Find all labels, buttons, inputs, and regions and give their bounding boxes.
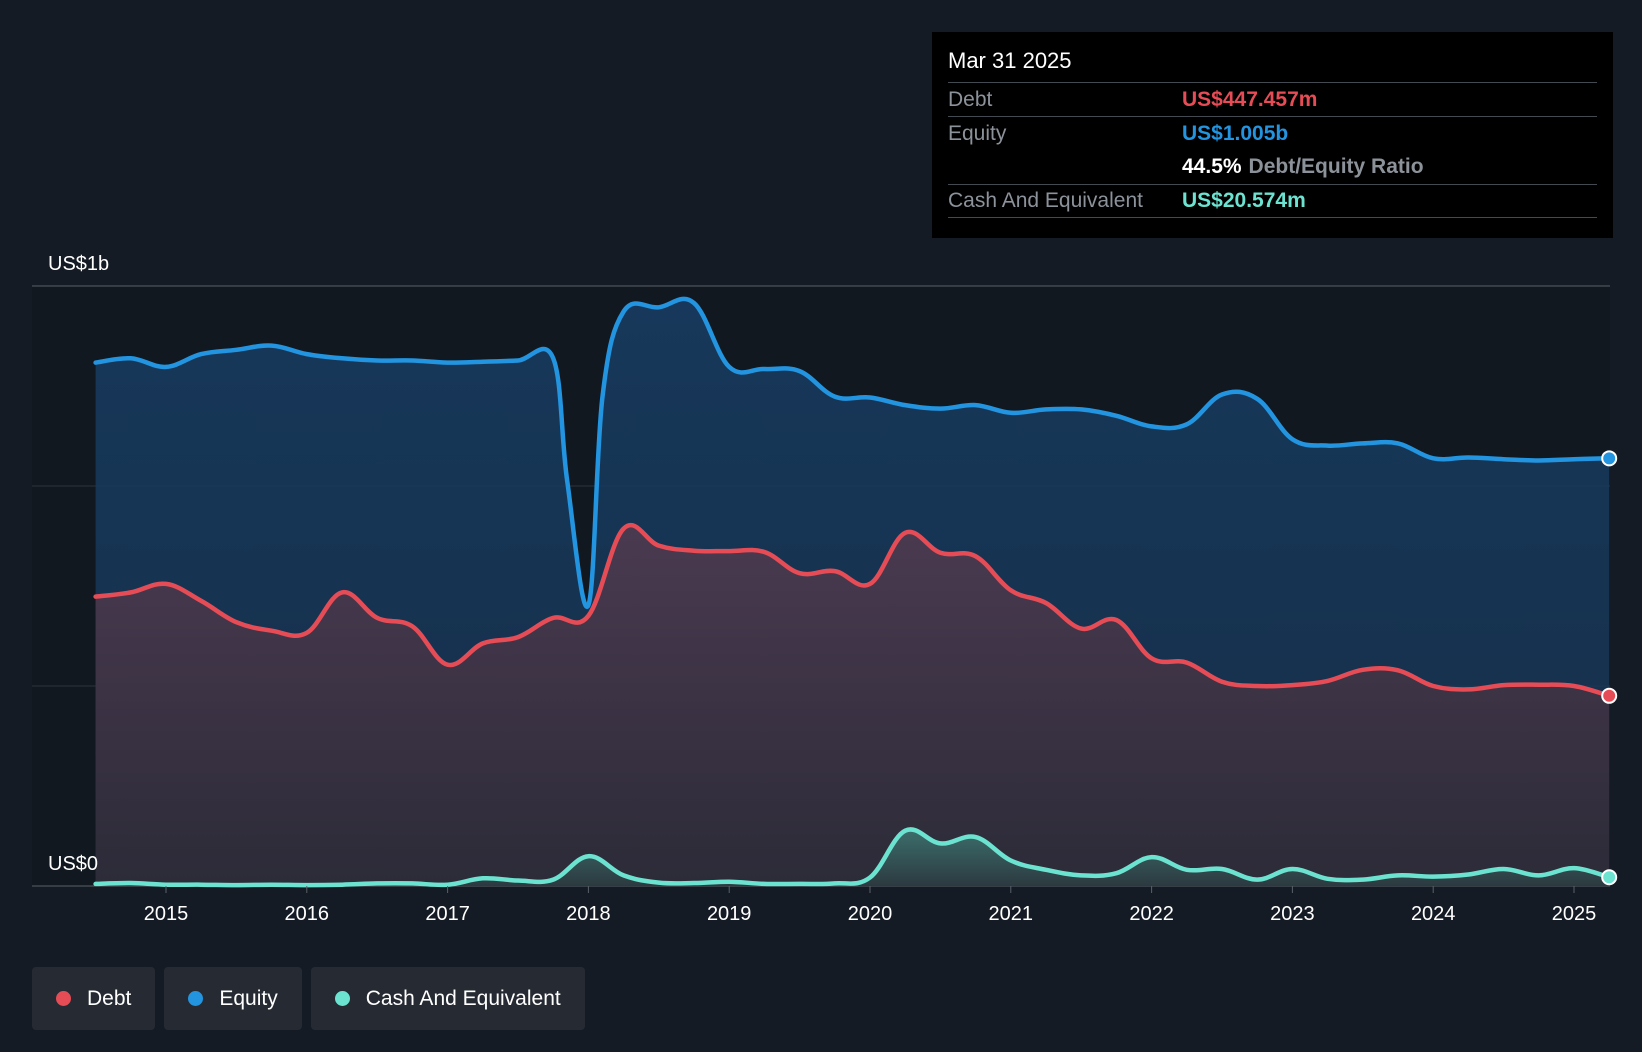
chart-legend: Debt Equity Cash And Equivalent [32,967,585,1030]
x-tick-label-2025: 2025 [1552,903,1597,925]
tooltip-equity-row: Equity US$1.005b [948,116,1597,150]
tooltip-equity-label: Equity [948,121,1007,145]
legend-item-cash[interactable]: Cash And Equivalent [310,967,585,1030]
tooltip-ratio-row: 44.5% Debt/Equity Ratio [948,150,1597,184]
debt-dot-icon [56,991,71,1006]
tooltip-ratio-label: Debt/Equity Ratio [1248,155,1424,178]
legend-item-debt[interactable]: Debt [32,967,156,1030]
x-tick-label-2015: 2015 [144,903,189,925]
equity-dot-icon [188,991,204,1006]
equity-end-marker [1601,450,1618,467]
x-tick-label-2019: 2019 [707,903,752,925]
tooltip-equity-value: US$1.005b [1182,121,1289,145]
cash-line [93,827,1612,888]
legend-item-equity[interactable]: Equity [164,967,302,1030]
legend-cash-label: Cash And Equivalent [365,986,561,1010]
debt-line [93,523,1612,699]
x-tick-label-2023: 2023 [1270,903,1315,925]
x-tick-label-2024: 2024 [1411,903,1456,925]
x-tick-label-2018: 2018 [566,903,611,925]
legend-debt-label: Debt [87,986,132,1010]
cash-dot-icon [334,991,350,1006]
tooltip-date: Mar 31 2025 [948,48,1072,73]
legend-equity-label: Equity [219,986,278,1010]
tooltip-debt-label: Debt [948,87,993,111]
tooltip-debt-row: Debt US$447.457m [948,82,1597,116]
x-tick-label-2016: 2016 [285,903,330,925]
x-tick-label-2017: 2017 [425,903,470,925]
x-tick-label-2022: 2022 [1129,903,1174,925]
tooltip-cash-label: Cash And Equivalent [948,189,1143,212]
tooltip-cash-row: Cash And Equivalent US$20.574m [948,184,1597,218]
y-tick-label-zero: US$0 [48,853,98,875]
y-tick-label-top: US$1b [48,253,109,275]
x-tick-label-2020: 2020 [848,903,893,925]
tooltip-panel: Mar 31 2025 Debt US$447.457m Equity US$1… [932,32,1613,238]
debt-end-marker [1601,687,1618,704]
equity-line [93,296,1612,610]
cash-end-marker [1601,869,1618,886]
x-tick-label-2021: 2021 [989,903,1034,925]
debt-area [95,525,1610,886]
tooltip-debt-value: US$447.457m [1182,87,1318,111]
tooltip-ratio-value: 44.5% [1182,155,1242,178]
tooltip-cash-value: US$20.574m [1182,189,1306,212]
